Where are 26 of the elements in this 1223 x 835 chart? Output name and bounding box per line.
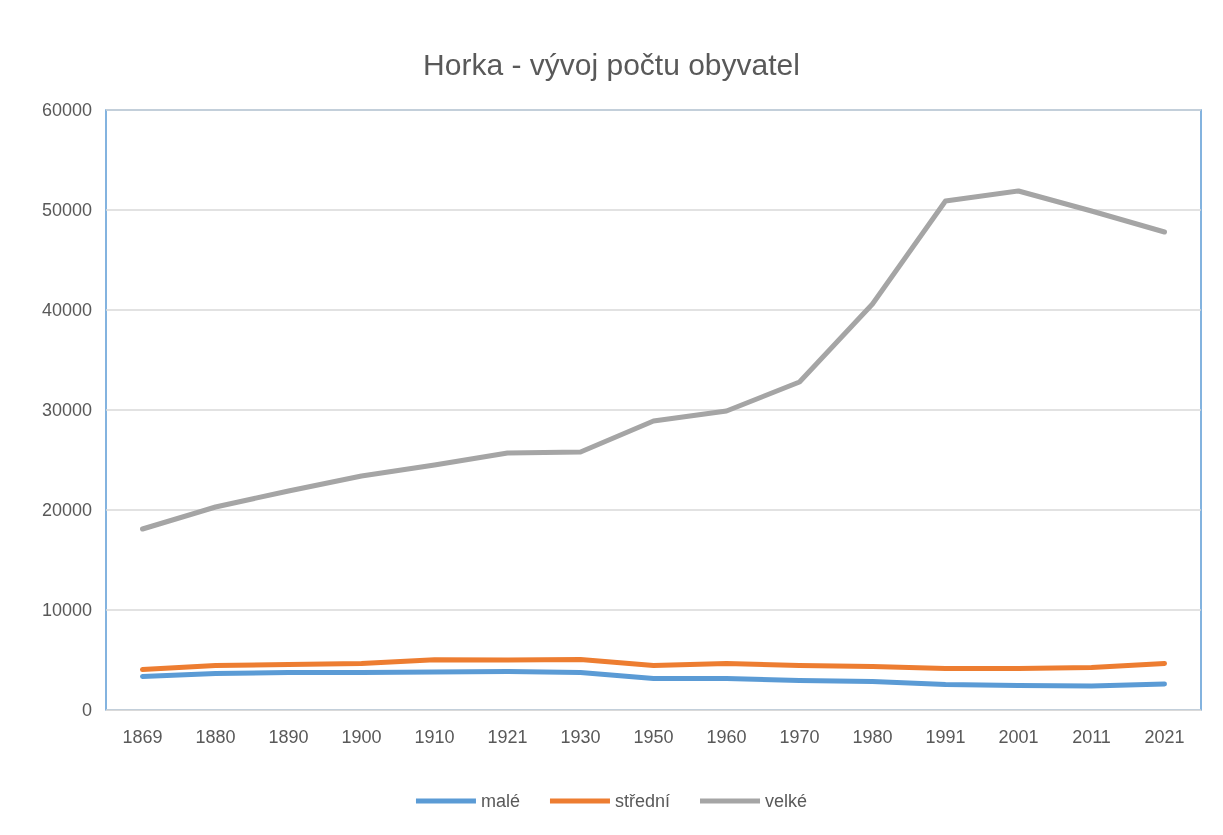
x-tick-label: 1910 bbox=[414, 727, 455, 747]
y-tick-label: 10000 bbox=[41, 600, 92, 620]
x-tick-label: 1900 bbox=[341, 727, 382, 747]
legend-label: střední bbox=[614, 791, 671, 811]
y-tick-label: 0 bbox=[81, 700, 92, 720]
x-tick-label: 2021 bbox=[1144, 727, 1185, 747]
y-tick-label: 30000 bbox=[41, 400, 92, 420]
x-tick-label: 1930 bbox=[560, 727, 601, 747]
x-tick-label: 2011 bbox=[1072, 727, 1111, 747]
x-tick-label: 1921 bbox=[487, 727, 528, 747]
y-tick-label: 60000 bbox=[41, 100, 92, 120]
x-tick-label: 1991 bbox=[925, 727, 966, 747]
x-tick-label: 1950 bbox=[633, 727, 674, 747]
legend-label: malé bbox=[480, 791, 520, 811]
chart-title: Horka - vývoj počtu obyvatel bbox=[423, 47, 800, 81]
legend-label: velké bbox=[765, 791, 808, 811]
x-tick-label: 1970 bbox=[779, 727, 820, 747]
x-tick-label: 1980 bbox=[852, 727, 893, 747]
x-tick-label: 1880 bbox=[195, 727, 236, 747]
x-tick-label: 1869 bbox=[122, 727, 163, 747]
x-tick-label: 2001 bbox=[998, 727, 1039, 747]
y-tick-label: 40000 bbox=[41, 300, 92, 320]
y-tick-label: 50000 bbox=[41, 200, 92, 220]
x-tick-label: 1960 bbox=[706, 727, 747, 747]
y-tick-label: 20000 bbox=[41, 500, 92, 520]
x-tick-label: 1890 bbox=[268, 727, 309, 747]
